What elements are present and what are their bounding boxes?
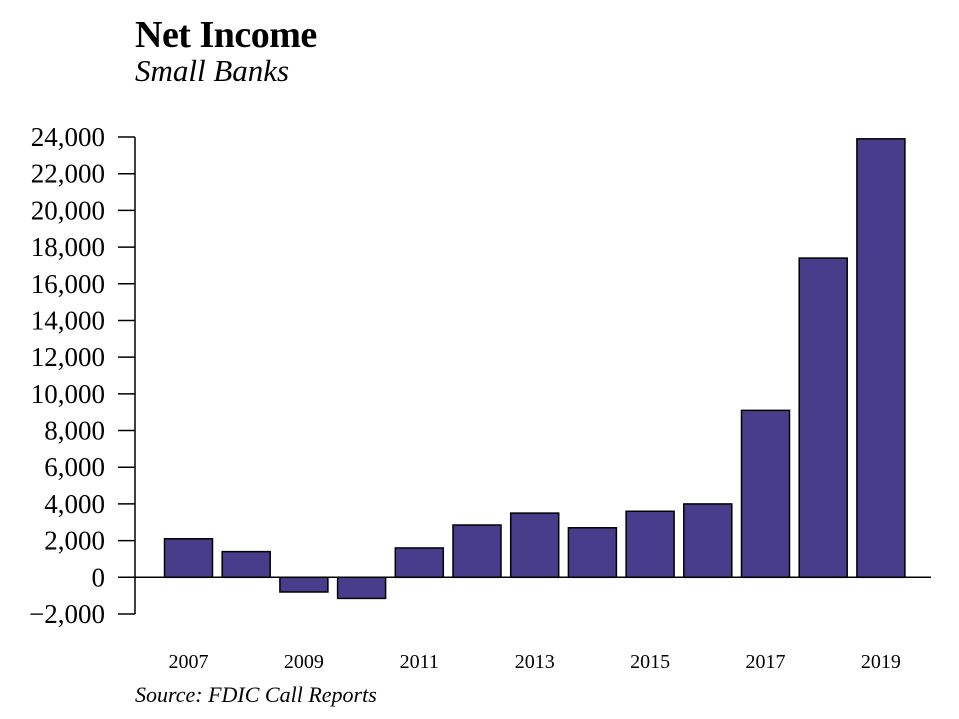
x-tick-label: 2011 (400, 651, 439, 673)
bar-2019 (856, 138, 906, 579)
y-tick-label: 8,000 (44, 416, 105, 446)
y-tick-label: 18,000 (31, 232, 105, 262)
y-axis: −2,000 0 2,000 4,000 6,000 8,000 10,000 12,000 1… (29, 122, 136, 629)
bar-2010 (336, 576, 387, 600)
x-tick-label: 2009 (284, 651, 324, 673)
bar-2015 (625, 510, 675, 579)
bar-2017 (740, 409, 791, 579)
source-note: Source: FDIC Call Reports (135, 682, 377, 707)
bar-2013 (509, 512, 560, 579)
x-tick-label: 2017 (746, 651, 786, 673)
y-tick-label: 10,000 (31, 379, 105, 409)
bar-2009 (279, 576, 329, 593)
y-tick-label: 22,000 (31, 159, 105, 189)
bar-2014 (567, 527, 618, 579)
x-tick-label: 2013 (515, 651, 555, 673)
y-tick-label: 2,000 (44, 526, 105, 556)
chart-subtitle: Small Banks (135, 53, 290, 88)
bars (163, 138, 906, 600)
y-tick-label: 20,000 (31, 195, 105, 225)
x-axis: 2007 2009 2011 2013 2015 2017 2019 (118, 576, 931, 673)
y-tick-label: 16,000 (31, 269, 105, 299)
y-tick-label: 4,000 (44, 489, 105, 519)
x-tick-label: 2007 (169, 651, 209, 673)
y-tick-label: 24,000 (31, 122, 105, 152)
bar-2012 (452, 524, 502, 579)
y-tick-label: 14,000 (31, 305, 105, 335)
x-tick-label: 2019 (861, 651, 901, 673)
y-tick-label: 0 (92, 562, 106, 592)
x-tick-label: 2015 (630, 651, 670, 673)
bar-2018 (798, 257, 848, 579)
bar-2011 (394, 547, 445, 579)
bar-2007 (163, 538, 214, 579)
y-tick-label: 12,000 (31, 342, 105, 372)
bar-2016 (683, 503, 733, 579)
chart-title: Net Income (135, 14, 317, 56)
y-tick-label: 6,000 (44, 452, 105, 482)
bar-2008 (221, 550, 271, 579)
y-tick-label: −2,000 (29, 599, 105, 629)
